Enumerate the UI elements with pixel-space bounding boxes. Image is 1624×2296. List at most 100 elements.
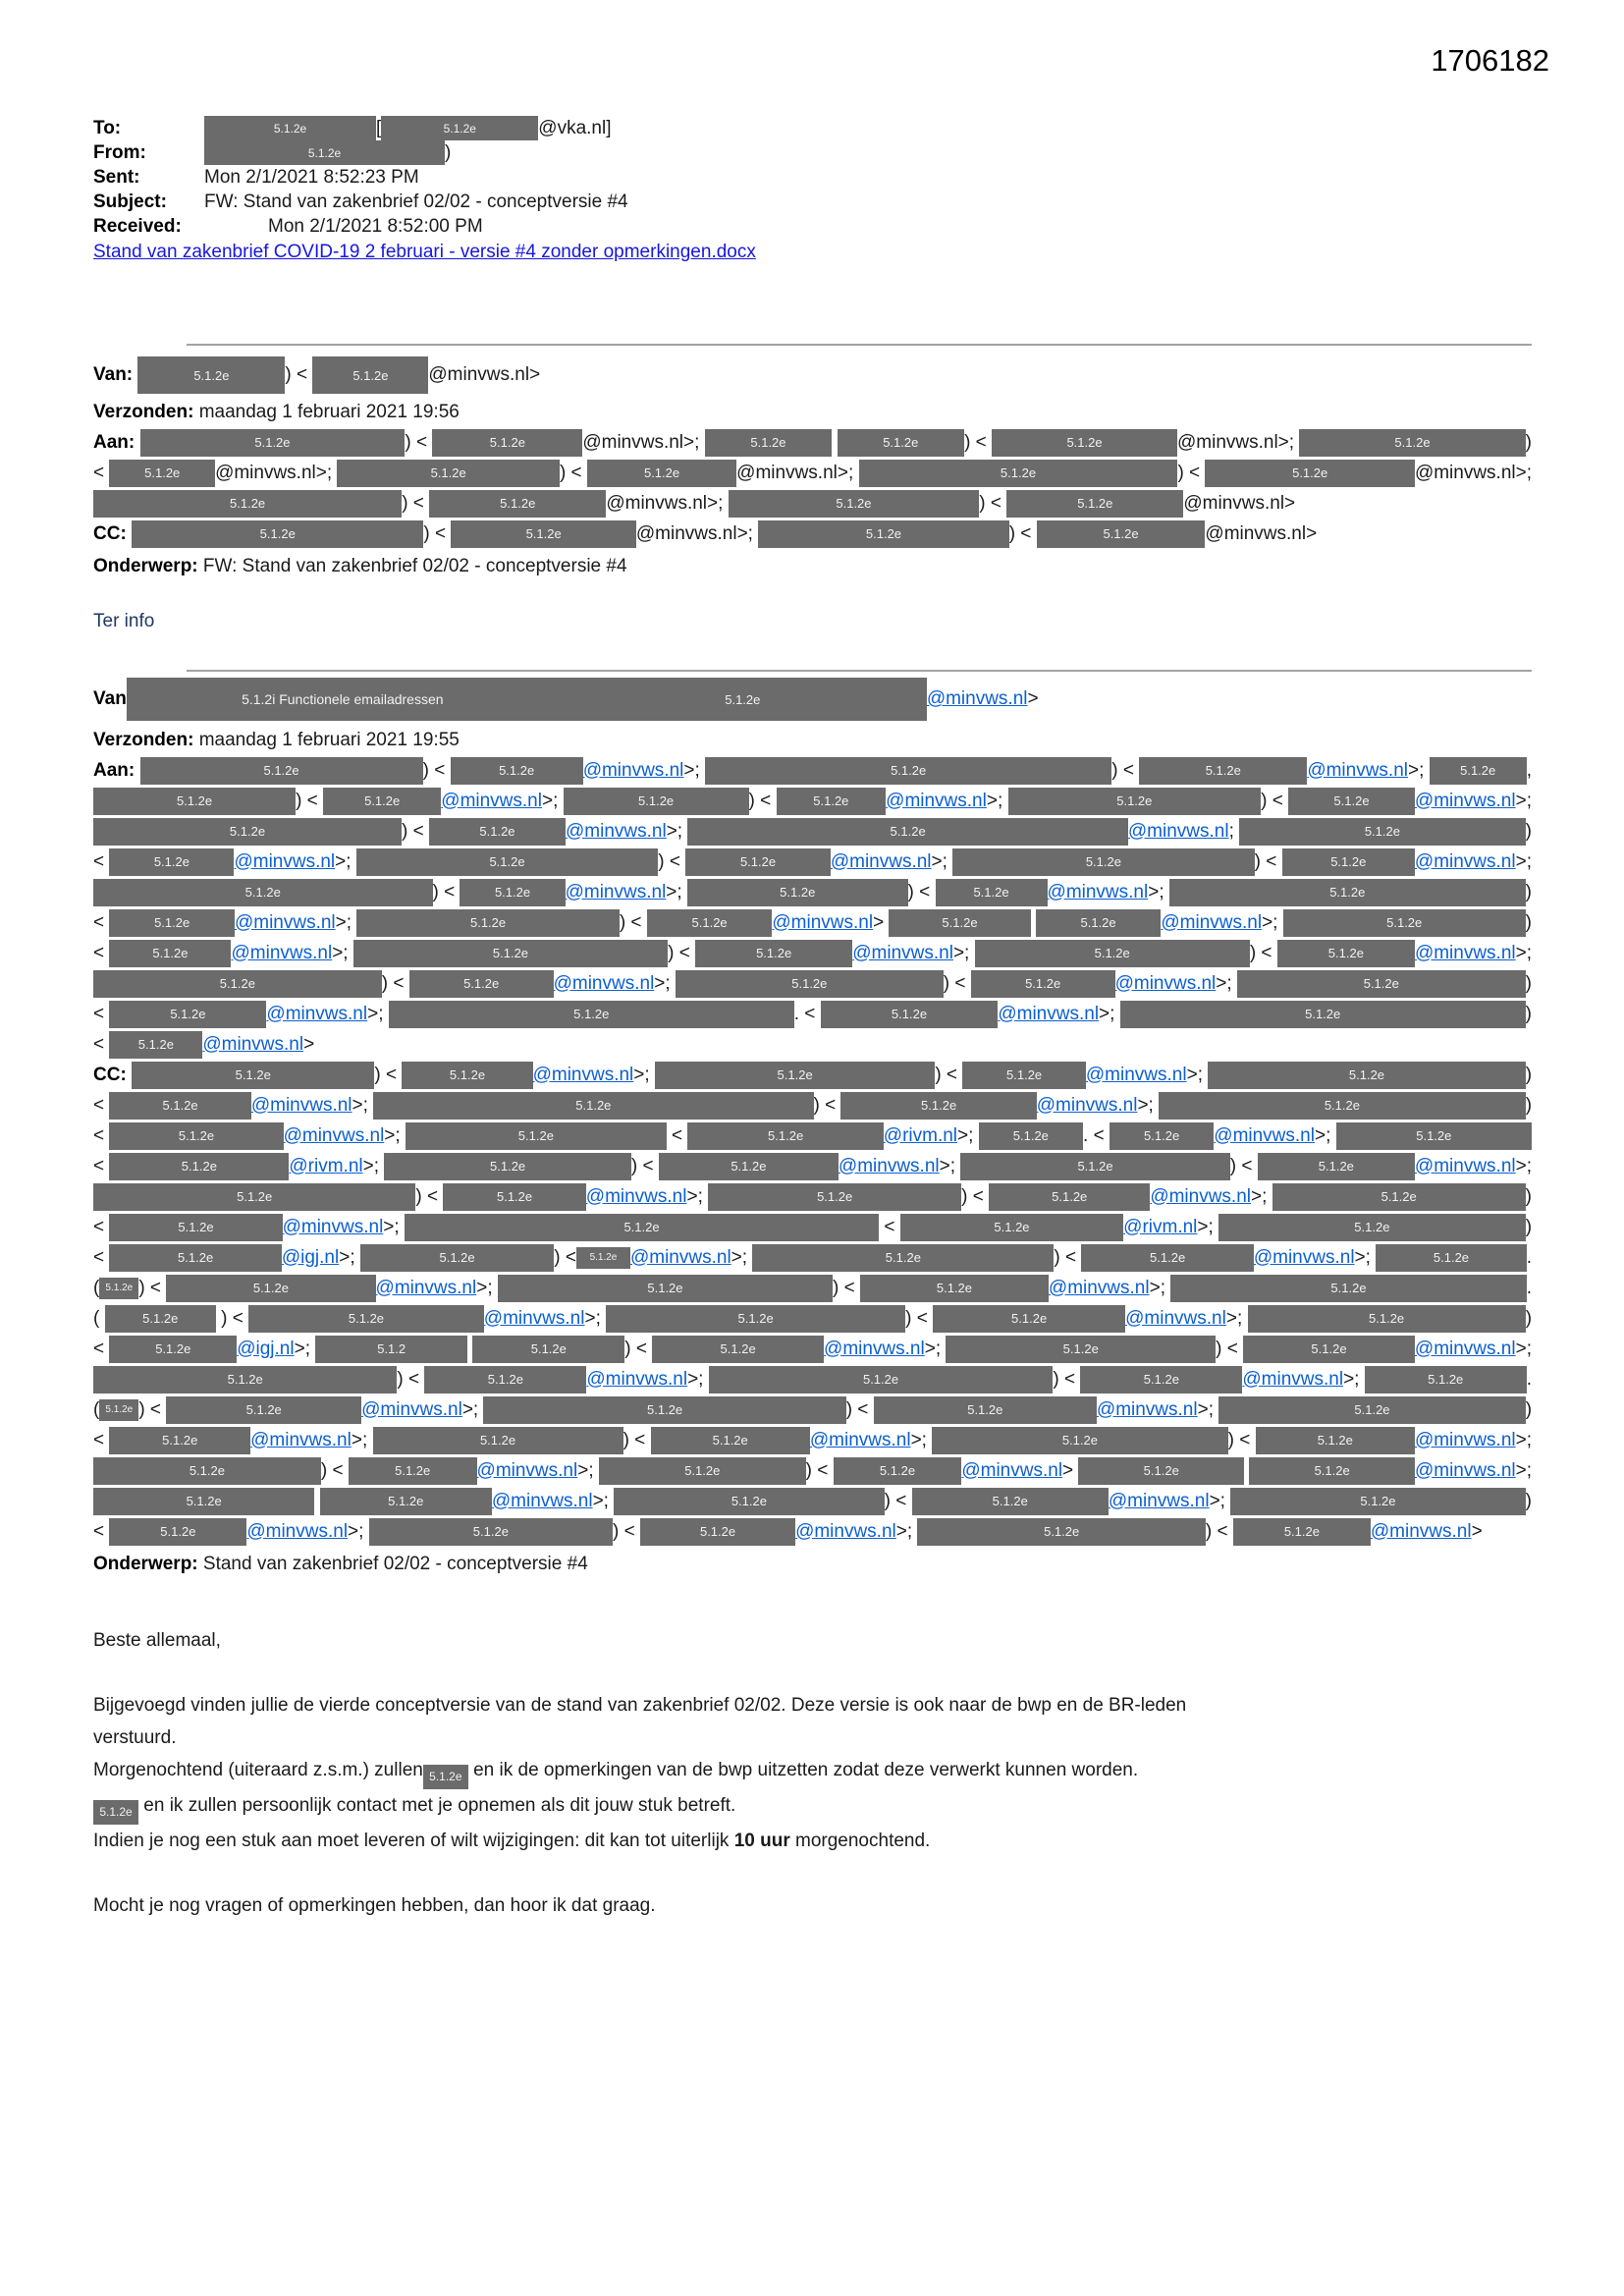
email-link[interactable]: @minvws.nl (202, 1033, 304, 1055)
email-link[interactable]: @minvws.nl (582, 759, 684, 781)
email-link[interactable]: @minvws.nl (838, 1155, 940, 1176)
email-link[interactable]: @minvws.nl (852, 942, 953, 963)
email-link[interactable]: @minvws.nl (483, 1307, 585, 1329)
redaction-block: 5.1.2e (1170, 1274, 1527, 1302)
email-link[interactable]: @minvws.nl (234, 850, 336, 872)
email-link[interactable]: @minvws.nl (231, 942, 333, 963)
email-link[interactable]: @minvws.nl (926, 688, 1028, 709)
email-link[interactable]: @minvws.nl (1414, 1429, 1516, 1450)
email-link[interactable]: @minvws.nl (532, 1064, 634, 1085)
email-link[interactable]: @igj.nl (281, 1246, 340, 1268)
email-link[interactable]: @minvws.nl (585, 1185, 687, 1207)
email-link[interactable]: @minvws.nl (250, 1094, 352, 1116)
email-link[interactable]: @minvws.nl (1085, 1064, 1187, 1085)
email-link[interactable]: @igj.nl (237, 1338, 295, 1359)
redaction-block: 5.1.2e (558, 678, 927, 721)
outer-header: To: 5.1.2e[5.1.2e @vka.nl] From: 5.1.2e) Sent… (93, 116, 1532, 263)
redaction-block: 5.1.2e (758, 519, 1009, 548)
email-link[interactable]: @minvws.nl (476, 1459, 578, 1481)
redaction-block: 5.1.2e (139, 428, 406, 457)
email-link[interactable]: @minvws.nl (566, 820, 667, 842)
header-text: >; (1515, 850, 1532, 872)
header-text: ) (1525, 911, 1532, 933)
email-link[interactable]: @minvws.nl (886, 790, 987, 811)
email-link[interactable]: @minvws.nl (772, 911, 874, 933)
header-line: < 5.1.2e @rivm.nl >; 5.1.2e) < 5.1.2e @minv… (93, 1151, 1532, 1181)
email-link[interactable]: @minvws.nl (1114, 972, 1217, 994)
header-text: ) < (296, 790, 324, 811)
redaction-block: 5.1.2e (1299, 428, 1526, 457)
email-link[interactable]: @minvws.nl (491, 1490, 593, 1511)
email-link[interactable]: @minvws.nl (1414, 942, 1516, 963)
email-link[interactable]: @minvws.nl (1096, 1398, 1198, 1420)
email-link[interactable]: @minvws.nl (1370, 1520, 1472, 1542)
header-text: < (93, 462, 110, 483)
email-link[interactable]: @minvws.nl (1414, 850, 1516, 872)
redaction-block: 5.1.2e (93, 1800, 138, 1825)
email-link[interactable]: @minvws.nl (824, 1338, 925, 1359)
redaction-label: 5.1.2e (780, 885, 816, 900)
redaction-label: 5.1.2e (725, 691, 761, 707)
email-link[interactable]: @minvws.nl (283, 1124, 385, 1146)
header-text: @minvws.nl>; (1176, 431, 1300, 453)
email-link[interactable]: @rivm.nl (289, 1155, 363, 1176)
email-link[interactable]: @minvws.nl (361, 1398, 462, 1420)
email-link[interactable]: @minvws.nl (809, 1429, 911, 1450)
header-text: maandag 1 februari 2021 19:55 (198, 729, 460, 750)
header-text: ) < (405, 431, 433, 453)
header-text: >; (1197, 1398, 1219, 1420)
header-text: ) < (1261, 790, 1289, 811)
field-label: Received: (93, 215, 182, 237)
redaction-label: 5.1.2e (99, 1805, 133, 1819)
email-link[interactable]: @minvws.nl (830, 850, 932, 872)
email-link[interactable]: @rivm.nl (1123, 1216, 1198, 1237)
email-link[interactable]: @minvws.nl (375, 1277, 477, 1298)
email-link[interactable]: @minvws.nl (1048, 1277, 1150, 1298)
redaction-label: 5.1.2e (720, 1341, 756, 1356)
header-text: ) (1525, 1398, 1533, 1420)
email-link[interactable]: @minvws.nl (266, 1003, 368, 1024)
email-link[interactable]: @minvws.nl (795, 1520, 896, 1542)
email-link[interactable]: @minvws.nl (1036, 1094, 1138, 1116)
email-link[interactable]: @minvws.nl (565, 881, 667, 902)
email-link[interactable]: @minvws.nl (553, 972, 655, 994)
email-link[interactable]: @minvws.nl (282, 1216, 384, 1237)
email-link[interactable]: @minvws.nl (1414, 1155, 1516, 1176)
email-link[interactable]: @minvws.nl (961, 1459, 1063, 1481)
header-text: >; (683, 759, 706, 781)
email-link[interactable]: @minvws.nl (250, 1429, 352, 1450)
redaction-label: 5.1.2e (1066, 435, 1103, 450)
email-link[interactable]: @minvws.nl (1127, 820, 1229, 842)
header-text: >; (1515, 1338, 1532, 1359)
email-link[interactable]: @minvws.nl (1047, 881, 1149, 902)
email-link[interactable]: @minvws.nl (1307, 759, 1409, 781)
email-link[interactable]: @minvws.nl (586, 1368, 688, 1390)
header-line: 5.1.2e) < 5.1.2e@minvws.nl>; 5.1.2e) < 5… (93, 1455, 1532, 1486)
email-link[interactable]: @minvws.nl (1414, 1459, 1516, 1481)
header-text: ) (445, 141, 452, 163)
email-link[interactable]: @minvws.nl (629, 1246, 731, 1268)
email-link[interactable]: @minvws.nl (1214, 1124, 1315, 1146)
email-link[interactable]: @minvws.nl (234, 911, 336, 933)
header-text: ) < (964, 431, 993, 453)
email-link[interactable]: @minvws.nl (1414, 790, 1516, 811)
email-link[interactable]: @minvws.nl (1161, 911, 1263, 933)
redaction-label: 5.1.2e (105, 1404, 134, 1415)
redaction-block: 5.1.2e (1429, 756, 1527, 785)
email-link[interactable]: @minvws.nl (1150, 1185, 1252, 1207)
email-link[interactable]: @minvws.nl (1253, 1246, 1355, 1268)
header-line: Onderwerp: FW: Stand van zakenbrief 02/0… (93, 551, 1532, 581)
header-text: ) (1525, 1094, 1533, 1116)
email-link[interactable]: @minvws.nl (246, 1520, 349, 1542)
redaction-label: 5.1.2e (499, 763, 535, 778)
redaction-block: 5.1.2e (204, 116, 376, 140)
email-link[interactable]: @minvws.nl (998, 1003, 1100, 1024)
email-link[interactable]: @rivm.nl (883, 1124, 958, 1146)
redaction-block: 5.1.2e (840, 1091, 1037, 1120)
email-link[interactable]: @minvws.nl (1125, 1307, 1226, 1329)
email-link[interactable]: @minvws.nl (1242, 1368, 1344, 1390)
email-link[interactable]: @minvws.nl (1414, 1338, 1516, 1359)
attachment-link[interactable]: Stand van zakenbrief COVID-19 2 februari… (93, 242, 756, 262)
email-link[interactable]: @minvws.nl (1108, 1490, 1210, 1511)
email-link[interactable]: @minvws.nl (441, 790, 542, 811)
